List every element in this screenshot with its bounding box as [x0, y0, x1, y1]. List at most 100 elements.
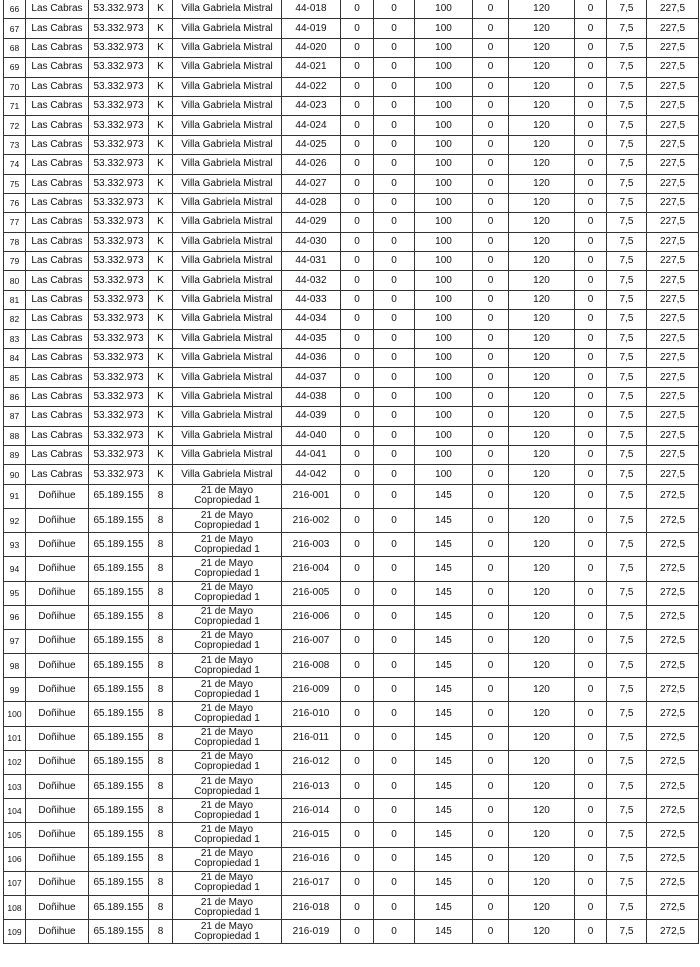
cell-col-8: 0 — [373, 367, 415, 388]
cell-col-12: 0 — [574, 231, 607, 253]
cell-col-8: 0 — [373, 425, 415, 446]
cell-col-12: 0 — [574, 653, 607, 679]
cell-col-7: 0 — [340, 386, 374, 408]
cell-col-8: 0 — [373, 0, 415, 20]
cell-row-number: 100 — [3, 701, 26, 727]
cell-col-9: 145 — [414, 894, 473, 921]
cell-col-8: 0 — [373, 822, 415, 848]
cell-col-8: 0 — [373, 18, 415, 39]
cell-col-10: 0 — [472, 18, 509, 39]
table-row: 93 Doñihue 65.189.155 8 21 de Mayo Copropied… — [3, 532, 699, 558]
table-row: 77 Las Cabras 53.332.973 K Villa Gabriela Mi… — [3, 212, 699, 233]
cell-commune: Doñihue — [25, 919, 89, 945]
cell-col-9: 100 — [414, 192, 473, 214]
cell-commune: Doñihue — [25, 507, 89, 534]
cell-col-12: 0 — [574, 774, 607, 800]
cell-col-7: 0 — [340, 580, 374, 606]
cell-row-number: 71 — [3, 95, 26, 117]
cell-col-14-total: 227,5 — [646, 309, 699, 330]
cell-check-digit: K — [148, 0, 173, 20]
cell-col-13: 7,5 — [606, 0, 647, 20]
cell-col-14-total: 272,5 — [646, 483, 699, 509]
cell-check-digit: K — [148, 173, 173, 194]
cell-rut: 53.332.973 — [88, 0, 149, 20]
table-row: 109 Doñihue 65.189.155 8 21 de Mayo Copropie… — [3, 919, 699, 945]
cell-code: 216-012 — [281, 749, 341, 776]
cell-col-14-total: 227,5 — [646, 154, 699, 175]
cell-project-name: Villa Gabriela Mistral — [172, 251, 282, 272]
cell-col-12: 0 — [574, 919, 607, 945]
cell-col-8: 0 — [373, 95, 415, 117]
cell-col-14-total: 272,5 — [646, 870, 699, 896]
cell-col-12: 0 — [574, 483, 607, 509]
cell-col-13: 7,5 — [606, 231, 647, 253]
cell-col-7: 0 — [340, 556, 374, 582]
cell-col-12: 0 — [574, 18, 607, 39]
cell-code: 44-023 — [281, 95, 341, 117]
cell-rut: 53.332.973 — [88, 367, 149, 388]
cell-col-9: 100 — [414, 309, 473, 330]
cell-col-14-total: 227,5 — [646, 348, 699, 369]
cell-col-14-total: 227,5 — [646, 0, 699, 20]
cell-project-name: 21 de Mayo Copropiedad 1 — [172, 677, 282, 703]
cell-col-8: 0 — [373, 653, 415, 679]
cell-col-9: 145 — [414, 653, 473, 679]
cell-col-14-total: 227,5 — [646, 192, 699, 214]
cell-project-name: 21 de Mayo Copropiedad 1 — [172, 870, 282, 896]
cell-check-digit: K — [148, 154, 173, 175]
cell-rut: 65.189.155 — [88, 774, 149, 800]
cell-col-11: 120 — [508, 483, 575, 509]
cell-commune: Las Cabras — [25, 57, 89, 78]
cell-col-14-total: 272,5 — [646, 822, 699, 848]
cell-col-12: 0 — [574, 348, 607, 369]
cell-check-digit: K — [148, 95, 173, 117]
cell-row-number: 81 — [3, 289, 26, 311]
cell-code: 44-027 — [281, 173, 341, 194]
table-row: 81 Las Cabras 53.332.973 K Villa Gabriela Mi… — [3, 289, 699, 311]
cell-col-12: 0 — [574, 173, 607, 194]
cell-col-10: 0 — [472, 677, 509, 703]
cell-col-11: 120 — [508, 464, 575, 485]
cell-col-7: 0 — [340, 328, 374, 350]
cell-col-10: 0 — [472, 192, 509, 214]
cell-code: 44-022 — [281, 76, 341, 97]
cell-code: 216-001 — [281, 483, 341, 509]
cell-col-9: 145 — [414, 701, 473, 727]
cell-col-9: 145 — [414, 822, 473, 848]
cell-col-12: 0 — [574, 76, 607, 97]
cell-col-12: 0 — [574, 270, 607, 291]
cell-row-number: 88 — [3, 425, 26, 446]
cell-col-13: 7,5 — [606, 386, 647, 408]
cell-code: 44-036 — [281, 348, 341, 369]
cell-col-11: 120 — [508, 653, 575, 679]
cell-col-10: 0 — [472, 425, 509, 446]
cell-code: 216-007 — [281, 628, 341, 655]
cell-commune: Las Cabras — [25, 115, 89, 136]
cell-check-digit: 8 — [148, 677, 173, 703]
cell-col-8: 0 — [373, 507, 415, 534]
cell-project-name: 21 de Mayo Copropiedad 1 — [172, 919, 282, 945]
cell-commune: Doñihue — [25, 604, 89, 630]
cell-col-13: 7,5 — [606, 192, 647, 214]
cell-col-11: 120 — [508, 173, 575, 194]
cell-col-11: 120 — [508, 677, 575, 703]
cell-col-7: 0 — [340, 115, 374, 136]
cell-commune: Doñihue — [25, 725, 89, 751]
cell-col-11: 120 — [508, 37, 575, 59]
cell-code: 216-008 — [281, 653, 341, 679]
cell-col-13: 7,5 — [606, 154, 647, 175]
cell-check-digit: 8 — [148, 580, 173, 606]
cell-col-7: 0 — [340, 173, 374, 194]
cell-rut: 65.189.155 — [88, 580, 149, 606]
cell-commune: Las Cabras — [25, 309, 89, 330]
cell-code: 44-024 — [281, 115, 341, 136]
table-row: 86 Las Cabras 53.332.973 K Villa Gabriela Mi… — [3, 386, 699, 408]
cell-row-number: 68 — [3, 37, 26, 59]
cell-col-7: 0 — [340, 483, 374, 509]
cell-col-10: 0 — [472, 231, 509, 253]
cell-col-11: 120 — [508, 701, 575, 727]
cell-col-8: 0 — [373, 870, 415, 896]
cell-col-13: 7,5 — [606, 406, 647, 427]
cell-commune: Las Cabras — [25, 386, 89, 408]
cell-check-digit: 8 — [148, 846, 173, 872]
